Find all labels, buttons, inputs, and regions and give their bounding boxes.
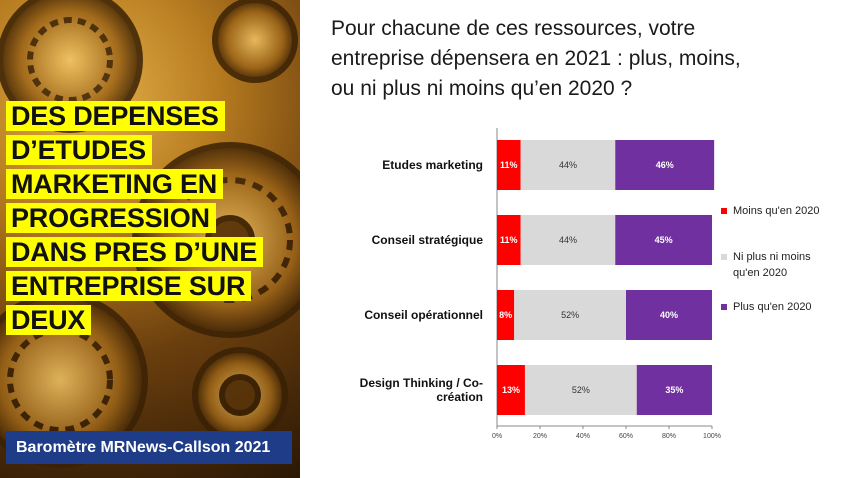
bar-segment xyxy=(497,215,521,265)
data-label: 46% xyxy=(656,160,674,170)
bar-segment xyxy=(636,365,712,415)
category-label: Etudes marketing xyxy=(382,158,483,172)
gears-photo-panel: DES DEPENSES D’ETUDES MARKETING EN PROGRESS… xyxy=(0,0,300,478)
headline-line: ENTREPRISE SUR xyxy=(6,271,252,301)
bar-segment xyxy=(520,140,616,190)
legend-label: Ni plus ni moins xyxy=(733,251,811,263)
headline-line: DES DEPENSES xyxy=(6,101,225,131)
data-label: 8% xyxy=(499,310,512,320)
bar-segment xyxy=(524,365,637,415)
data-label: 11% xyxy=(500,235,518,245)
bar-segment xyxy=(615,140,715,190)
bar-segment xyxy=(497,290,515,340)
data-label: 44% xyxy=(559,235,577,245)
bar-segment xyxy=(497,140,521,190)
data-label: 40% xyxy=(660,310,678,320)
barometer-badge: Baromètre MRNews-Callson 2021 xyxy=(6,431,292,464)
category-label: création xyxy=(436,390,483,404)
headline-line: PROGRESSION xyxy=(6,203,216,233)
legend-swatch xyxy=(721,208,727,214)
headline-line: DANS PRES D’UNE xyxy=(6,237,264,267)
data-label: 13% xyxy=(502,385,520,395)
question-line: ou ni plus ni moins qu’en 2020 ? xyxy=(331,77,633,100)
data-label: 44% xyxy=(559,160,577,170)
bar-segment xyxy=(626,290,712,340)
legend-label: Moins qu'en 2020 xyxy=(733,205,820,217)
x-tick-label: 0% xyxy=(492,433,502,440)
data-label: 35% xyxy=(665,385,683,395)
legend-label: qu'en 2020 xyxy=(733,267,787,279)
question-line: Pour chacune de ces ressources, votre xyxy=(331,17,696,40)
x-tick-label: 60% xyxy=(619,433,633,440)
survey-question: Pour chacune de ces ressources, votre ent… xyxy=(331,14,836,104)
category-label: Conseil stratégique xyxy=(372,233,484,247)
data-label: 11% xyxy=(500,160,518,170)
x-tick-label: 100% xyxy=(703,433,721,440)
legend-swatch xyxy=(721,254,727,260)
legend-swatch xyxy=(721,304,727,310)
headline-line: DEUX xyxy=(6,305,92,335)
x-tick-label: 80% xyxy=(662,433,676,440)
bar-segment xyxy=(514,290,626,340)
question-line: entreprise dépensera en 2021 : plus, moi… xyxy=(331,47,741,70)
x-tick-label: 40% xyxy=(576,433,590,440)
bar-segment xyxy=(497,365,525,415)
headline-line: MARKETING EN xyxy=(6,169,224,199)
data-label: 52% xyxy=(572,385,590,395)
bar-segment xyxy=(615,215,712,265)
headline-line: D’ETUDES xyxy=(6,135,152,165)
legend-label: Plus qu'en 2020 xyxy=(733,301,812,313)
category-label: Conseil opérationnel xyxy=(364,308,483,322)
data-label: 45% xyxy=(655,235,673,245)
category-label: Design Thinking / Co- xyxy=(360,376,483,390)
x-tick-label: 20% xyxy=(533,433,547,440)
data-label: 52% xyxy=(561,310,579,320)
stacked-bar-chart: Etudes marketing 11% 44% 46% Conseil stratég… xyxy=(360,128,820,440)
bar-segment xyxy=(520,215,616,265)
